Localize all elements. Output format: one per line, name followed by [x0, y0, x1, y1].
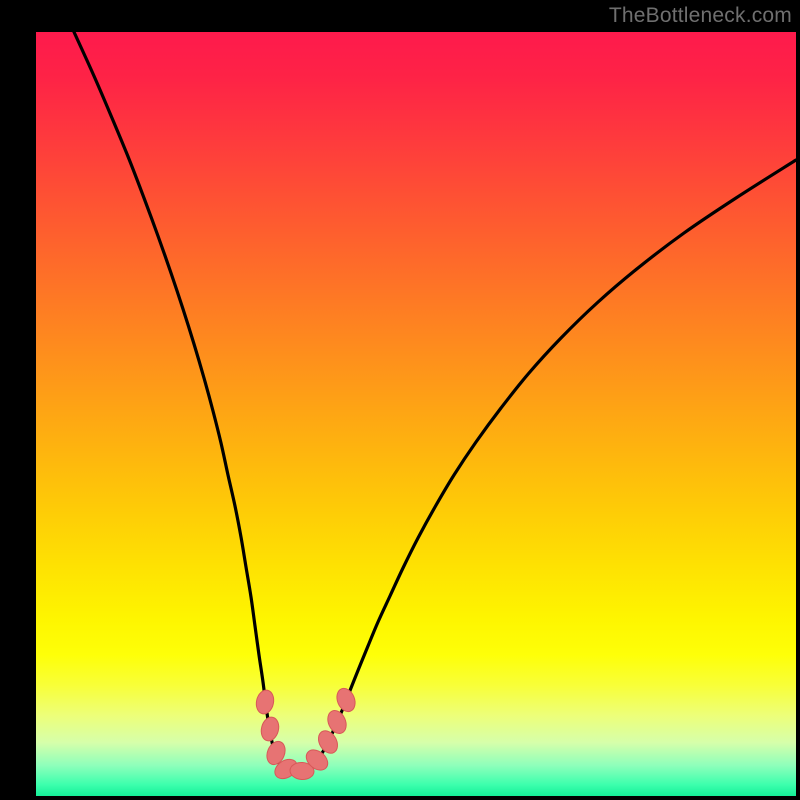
chart-svg — [36, 32, 796, 796]
watermark-text: TheBottleneck.com — [609, 4, 792, 28]
chart-plot-area — [36, 32, 796, 796]
chart-outer-frame: TheBottleneck.com — [0, 0, 800, 800]
gradient-background — [36, 32, 796, 796]
